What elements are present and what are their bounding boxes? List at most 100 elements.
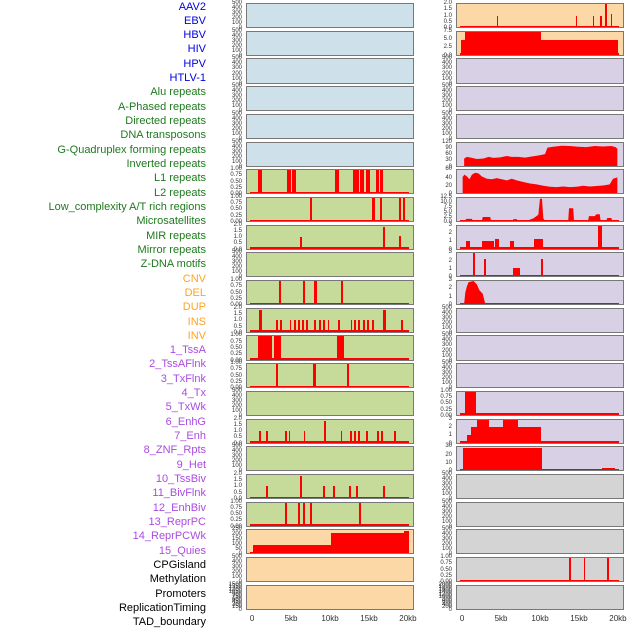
track-label: 13_ReprPC: [148, 515, 206, 528]
y-tick-label: 300: [441, 508, 452, 515]
plot-canvas: [247, 364, 413, 388]
y-axis-ticks: 500 400 300 200 100 0: [211, 388, 244, 419]
y-tick-label: 0: [448, 329, 452, 336]
y-tick-label: 200: [231, 458, 242, 465]
signal-bar: [398, 197, 401, 222]
signal-bar: [284, 431, 287, 443]
y-tick-label: 1.0: [443, 12, 452, 19]
y-tick-label: 900: [231, 591, 242, 598]
y-tick-label: 0.50: [230, 178, 242, 185]
y-tick-label: 200: [441, 513, 452, 520]
plot-canvas: [457, 281, 623, 305]
signal-bar: [600, 15, 602, 28]
y-tick-label: 1.00: [230, 332, 242, 339]
y-tick-label: 0.0: [443, 25, 452, 32]
signal-baseline: [460, 53, 619, 55]
signal-bar: [276, 320, 279, 332]
y-tick-label: 400: [441, 115, 452, 122]
y-tick-label: 12.5: [440, 193, 452, 200]
y-tick-label: 1.00: [440, 387, 452, 394]
y-axis-ticks: 500 400 300 200 100 0: [421, 305, 454, 336]
signal-bar: [367, 320, 369, 332]
track-plot: [246, 557, 414, 583]
signal-bar: [340, 431, 343, 443]
y-axis-ticks: 1.00 0.75 0.50 0.25 0.00: [211, 332, 244, 363]
signal-baseline: [460, 468, 619, 471]
track-plot: [246, 86, 414, 112]
y-tick-label: 300: [231, 37, 242, 44]
track-label: HBV: [183, 29, 206, 42]
x-axis-tick-label: 10kb: [531, 614, 549, 624]
signal-bar: [503, 419, 519, 443]
track-plot: [246, 501, 414, 527]
signal-bar: [297, 320, 300, 332]
y-tick-label: 0.50: [230, 206, 242, 213]
track-label: Methylation: [149, 573, 206, 586]
signal-bar: [583, 558, 586, 582]
y-tick-label: 1.5: [233, 421, 242, 428]
signal-bar: [303, 431, 306, 443]
x-axis-tick-label: 0: [249, 614, 255, 624]
y-tick-label: 500: [441, 83, 452, 90]
y-tick-label: 10: [445, 459, 452, 466]
y-tick-label: 200: [441, 541, 452, 548]
y-tick-label: 2.0: [233, 470, 242, 477]
track-label: 9_Het: [176, 458, 206, 471]
track-plot: [456, 390, 624, 416]
y-tick-label: 0: [448, 191, 452, 198]
track-label: 2_TssAFlnk: [149, 358, 206, 371]
y-tick-label: 300: [441, 480, 452, 487]
y-tick-label: 500: [441, 526, 452, 533]
y-tick-label: 2.0: [233, 304, 242, 311]
y-tick-label: 0.50: [440, 400, 452, 407]
y-tick-label: 250: [231, 526, 242, 533]
y-tick-label: 750: [231, 594, 242, 601]
y-tick-label: 0: [448, 163, 452, 170]
y-tick-label: 1.5: [233, 310, 242, 317]
y-axis-ticks: 120 90 60 30 0: [421, 138, 454, 170]
signal-bar: [314, 320, 317, 332]
track-label: INS: [187, 315, 206, 328]
signal-bar: [276, 364, 279, 388]
y-tick-label: 0.50: [230, 344, 242, 351]
y-tick-label: 1.0: [233, 428, 242, 435]
y-tick-label: 1: [448, 293, 452, 300]
signal-bar: [398, 236, 401, 249]
y-tick-label: 0: [238, 579, 242, 586]
y-tick-label: 100: [441, 130, 452, 137]
y-tick-label: 120: [441, 138, 452, 145]
track-plot: [456, 307, 624, 333]
y-tick-label: 450: [231, 599, 242, 606]
track-label: Directed repeats: [125, 115, 206, 128]
signal-bar: [383, 486, 385, 499]
signal-bar: [359, 502, 362, 526]
track-plot: [246, 446, 414, 472]
signal-bar: [278, 281, 281, 305]
y-axis-ticks: 500 400 300 200 100 0: [211, 0, 244, 31]
y-tick-label: 300: [441, 93, 452, 100]
y-tick-label: 0.0: [233, 329, 242, 336]
y-tick-label: 400: [231, 32, 242, 39]
track-label: EBV: [183, 14, 206, 27]
plot-canvas: [457, 364, 623, 387]
y-tick-label: 1000: [438, 594, 452, 601]
y-tick-label: 500: [231, 138, 242, 145]
track-label: CPGisland: [153, 558, 206, 571]
track-plot: [246, 390, 414, 416]
y-tick-label: 200: [231, 531, 242, 538]
y-axis-ticks: 250 200 150 100 50 0: [211, 526, 244, 557]
track-label: HIV: [187, 43, 206, 56]
signal-bar: [353, 431, 356, 443]
y-tick-label: 0.0: [443, 219, 452, 226]
plot-canvas: [457, 32, 623, 55]
y-tick-label: 300: [231, 259, 242, 266]
y-tick-label: 0.5: [233, 489, 242, 496]
signal-baseline: [460, 302, 619, 305]
y-tick-label: 100: [231, 130, 242, 137]
signal-baseline: [250, 524, 409, 526]
y-tick-label: 600: [231, 596, 242, 603]
y-tick-label: 200: [231, 153, 242, 160]
signal-bar: [333, 486, 336, 499]
y-tick-label: 200: [231, 402, 242, 409]
